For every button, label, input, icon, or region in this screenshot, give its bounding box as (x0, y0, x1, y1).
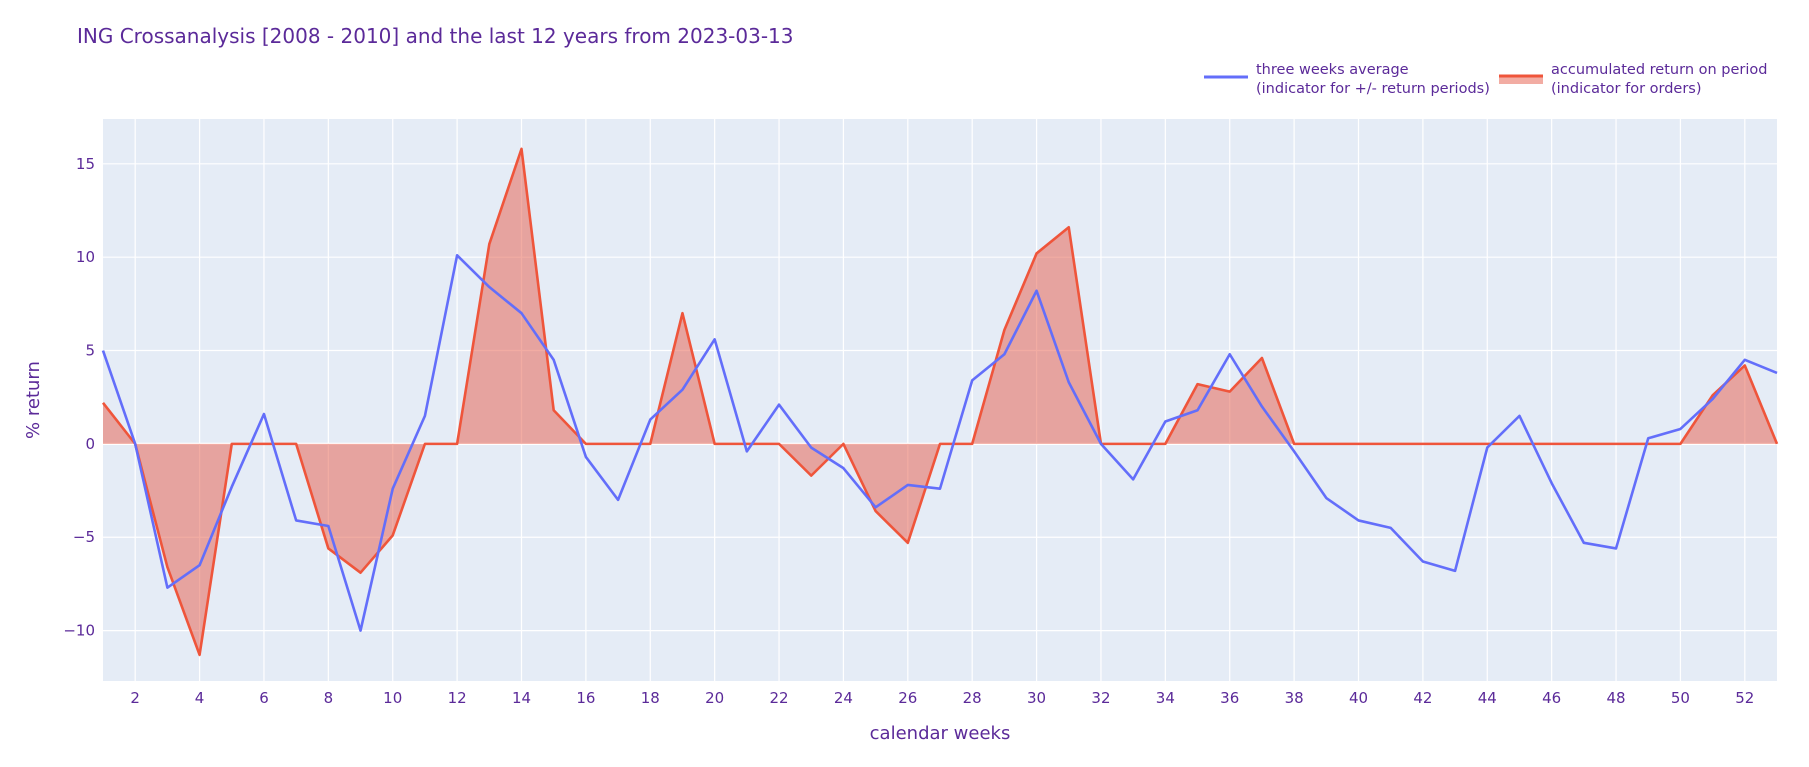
x-axis-label: calendar weeks (870, 723, 1011, 744)
x-tick-label: 18 (641, 689, 660, 707)
x-tick-label: 32 (1091, 689, 1110, 707)
series-line-three-weeks-average (101, 253, 1778, 632)
x-tick-label: 28 (963, 689, 982, 707)
y-tick-labels: −10 −5 0 5 10 15 (63, 155, 95, 640)
x-tick-label: 34 (1156, 689, 1175, 707)
x-tick-label: 20 (705, 689, 724, 707)
x-tick-label: 42 (1413, 689, 1432, 707)
x-tick-label: 16 (576, 689, 595, 707)
area-layer (103, 148, 1777, 655)
x-tick-labels: 2 4 6 8 10 12 14 16 18 20 22 24 26 28 30 32 34 36 38 40 42 44… (130, 689, 1754, 707)
x-tick-label: 38 (1285, 689, 1304, 707)
x-tick-label: 52 (1735, 689, 1754, 707)
x-tick-label: 12 (448, 689, 467, 707)
legend-swatch-fill-accumulated-return (1499, 76, 1543, 84)
y-tick-label: 10 (76, 248, 95, 266)
x-tick-label: 30 (1027, 689, 1046, 707)
x-tick-label: 48 (1606, 689, 1625, 707)
y-tick-label: 0 (85, 435, 95, 453)
y-tick-label: 5 (85, 342, 95, 360)
plot-area (103, 119, 1777, 681)
y-tick-label: −10 (63, 622, 95, 640)
x-tick-label: 22 (769, 689, 788, 707)
legend[interactable]: three weeks average (indicator for +/- r… (1204, 62, 1772, 97)
x-tick-label: 8 (324, 689, 334, 707)
x-tick-label: 4 (195, 689, 205, 707)
legend-label-accumulated-return: accumulated return on period (indicator … (1551, 62, 1772, 97)
x-tick-label: 44 (1478, 689, 1497, 707)
x-tick-label: 10 (383, 689, 402, 707)
legend-item-three-weeks-average[interactable]: three weeks average (indicator for +/- r… (1204, 62, 1490, 97)
y-tick-label: 15 (76, 155, 95, 173)
chart-title: ING Crossanalysis [2008 - 2010] and the … (77, 24, 794, 48)
x-tick-label: 36 (1220, 689, 1239, 707)
x-tick-label: 46 (1542, 689, 1561, 707)
legend-label-three-weeks-average: three weeks average (indicator for +/- r… (1256, 62, 1490, 97)
x-tick-label: 50 (1671, 689, 1690, 707)
x-tick-label: 24 (834, 689, 853, 707)
x-tick-label: 40 (1349, 689, 1368, 707)
x-tick-label: 26 (898, 689, 917, 707)
series-line-accumulated-return (101, 147, 1779, 657)
y-axis-label: % return (23, 361, 44, 439)
line-layer (101, 147, 1779, 657)
x-tick-label: 2 (130, 689, 140, 707)
series-area-accumulated-return (103, 148, 1777, 655)
x-tick-label: 14 (512, 689, 531, 707)
x-tick-label: 6 (259, 689, 269, 707)
legend-label-three-weeks-average-line2: (indicator for +/- return periods) (1256, 81, 1490, 97)
legend-label-three-weeks-average-line1: three weeks average (1256, 62, 1409, 78)
legend-item-accumulated-return[interactable]: accumulated return on period (indicator … (1499, 62, 1772, 97)
y-tick-label: −5 (73, 528, 95, 546)
legend-label-accumulated-return-line1: accumulated return on period (1551, 62, 1767, 78)
legend-label-accumulated-return-line2: (indicator for orders) (1551, 81, 1702, 97)
